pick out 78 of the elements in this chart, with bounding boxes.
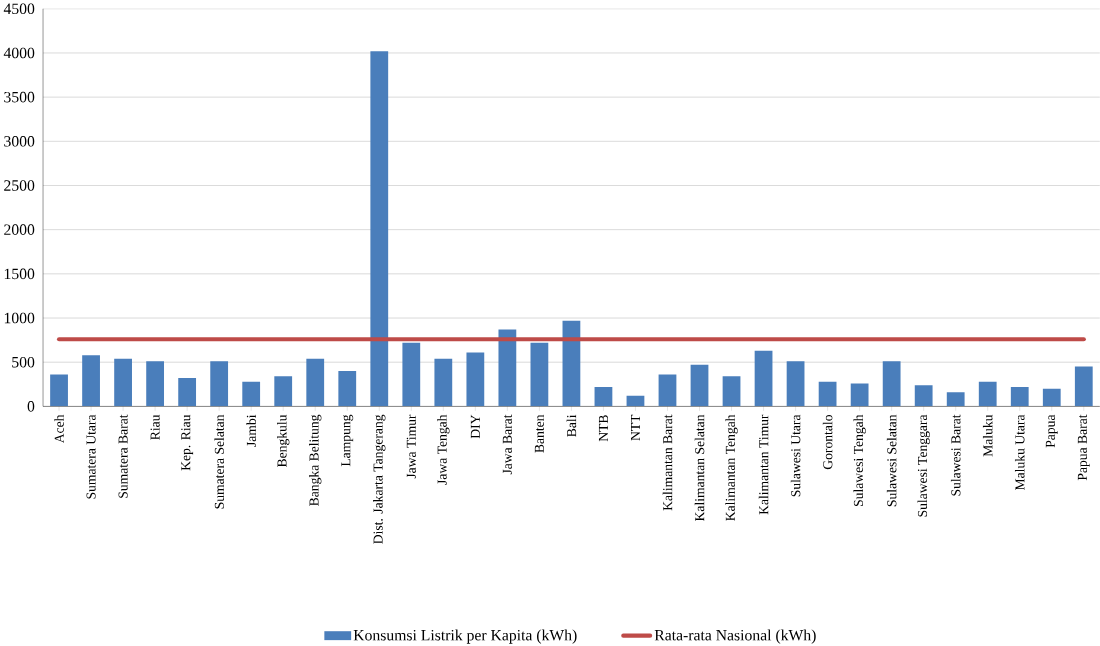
bar xyxy=(466,352,485,407)
bar xyxy=(786,361,805,407)
bar xyxy=(818,381,837,407)
legend-label: Konsumsi Listrik per Kapita (kWh) xyxy=(353,629,577,644)
x-tick-label: Kalimantan Selatan xyxy=(694,414,705,521)
y-tick-label: 3000 xyxy=(4,135,35,147)
x-tick-label: Kalimantan Timur xyxy=(758,414,769,515)
bar xyxy=(82,355,100,407)
bar xyxy=(882,361,901,407)
bar xyxy=(722,376,741,407)
x-tick-label: Sumatera Barat xyxy=(118,414,128,498)
x-tick-label: Maluku xyxy=(982,414,993,457)
bar xyxy=(434,358,453,407)
x-tick-label: Kalimantan Barat xyxy=(662,414,673,511)
bar xyxy=(562,320,581,407)
bar xyxy=(306,358,325,407)
x-tick-label: Jawa Timur xyxy=(406,414,416,479)
bar xyxy=(274,376,293,407)
y-tick-label: 1500 xyxy=(4,268,35,280)
x-tick-label: DIY xyxy=(470,414,480,439)
x-tick-label: Dist. Jakarta Tangerang xyxy=(373,414,386,544)
y-tick-label: 3500 xyxy=(4,91,35,103)
y-tick-label: 500 xyxy=(12,356,35,368)
x-tick-label: NTT xyxy=(631,414,640,441)
bar xyxy=(690,364,709,407)
bar xyxy=(210,361,229,407)
x-tick-label: Bangka Belitung xyxy=(309,414,322,506)
y-tick-label: 0 xyxy=(27,401,35,412)
bar xyxy=(1074,366,1093,407)
x-tick-label: Riau xyxy=(150,414,160,440)
y-tick-label: 2500 xyxy=(4,180,35,191)
x-tick-label: Sulawesi Barat xyxy=(950,414,961,496)
y-tick-label: 1000 xyxy=(4,312,35,324)
x-tick-label: Sulawesi Selatan xyxy=(886,414,897,507)
bar xyxy=(530,342,549,407)
bar xyxy=(1042,388,1061,407)
x-tick-label: Sulawesi Tenggara xyxy=(917,414,930,517)
bar xyxy=(178,378,197,407)
x-tick-label: Gorontalo xyxy=(822,415,833,470)
bar xyxy=(594,386,613,407)
y-tick-label: 2000 xyxy=(4,224,35,235)
x-tick-label: Maluku Utara xyxy=(1014,414,1025,491)
x-tick-label: Kalimantan Tengah xyxy=(725,414,738,521)
x-tick-label: Aceh xyxy=(54,414,64,444)
bar xyxy=(242,381,261,407)
bar xyxy=(338,371,357,407)
x-tick-label: Papua Barat xyxy=(1077,414,1090,481)
bar xyxy=(498,329,517,407)
x-tick-label: Jambi xyxy=(246,414,256,447)
x-tick-label: Lampung xyxy=(341,414,354,467)
x-tick-label: Papua xyxy=(1045,414,1058,448)
bar xyxy=(50,374,68,407)
x-tick-label: Sumatera Selatan xyxy=(214,414,224,509)
bar xyxy=(626,395,645,407)
x-tick-label: Bali xyxy=(566,414,577,437)
y-tick-label: 4500 xyxy=(3,3,35,15)
x-tick-label: Sulawesi Utara xyxy=(790,414,801,497)
bar xyxy=(146,361,165,407)
x-tick-label: Jawa Tengah xyxy=(437,414,450,485)
bar xyxy=(1010,386,1029,407)
x-tick-label: Sumatera Utara xyxy=(86,414,96,499)
x-tick-label: Banten xyxy=(534,414,544,453)
bar xyxy=(978,381,997,407)
x-tick-label: NTB xyxy=(598,415,608,442)
x-tick-label: Kep. Riau xyxy=(181,414,194,471)
bar xyxy=(402,342,421,407)
bar xyxy=(754,350,773,407)
legend-label: Rata-rata Nasional (kWh) xyxy=(654,629,816,644)
bar xyxy=(946,392,965,407)
bar xyxy=(914,385,933,407)
x-tick-label: Sulawesi Tengah xyxy=(853,414,866,506)
y-tick-label: 4000 xyxy=(3,47,35,59)
x-tick-label: Jawa Barat xyxy=(502,414,512,475)
bar xyxy=(370,51,389,407)
x-tick-label: Bengkulu xyxy=(277,414,290,467)
bar xyxy=(658,374,677,407)
bar xyxy=(850,383,869,407)
bar xyxy=(114,358,132,407)
